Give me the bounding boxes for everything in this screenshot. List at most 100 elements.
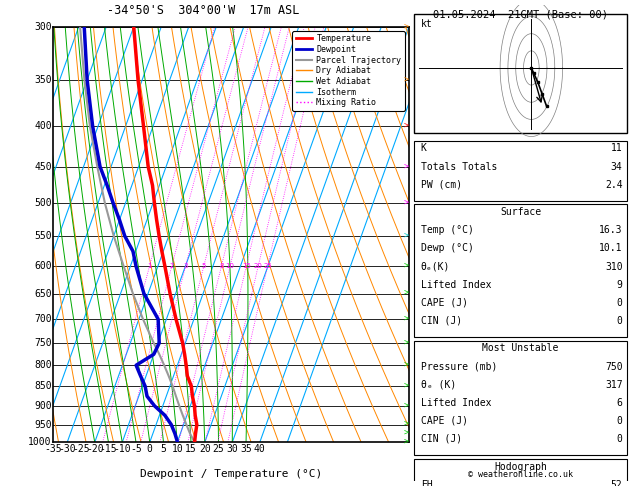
- Text: 30: 30: [226, 444, 238, 454]
- Text: 900: 900: [34, 401, 52, 411]
- Text: >: >: [403, 261, 408, 270]
- Text: 25: 25: [213, 444, 225, 454]
- Text: LCL: LCL: [411, 416, 426, 425]
- Text: Dewpoint / Temperature (°C): Dewpoint / Temperature (°C): [140, 469, 322, 479]
- Text: 34: 34: [611, 161, 623, 172]
- Text: >: >: [403, 420, 408, 429]
- Text: 15: 15: [185, 444, 197, 454]
- Text: -15: -15: [99, 444, 117, 454]
- Text: -4: -4: [411, 261, 423, 271]
- Text: -30: -30: [58, 444, 76, 454]
- Text: 750: 750: [605, 362, 623, 372]
- Text: >: >: [403, 382, 408, 391]
- Text: EH: EH: [421, 480, 432, 486]
- Bar: [414, 341, 627, 455]
- Text: 300: 300: [34, 22, 52, 32]
- Bar: [414, 140, 627, 201]
- Text: 0: 0: [616, 434, 623, 444]
- Text: -35: -35: [45, 444, 62, 454]
- Text: -6: -6: [411, 198, 423, 208]
- Text: CAPE (J): CAPE (J): [421, 298, 468, 308]
- Text: 01.05.2024  21GMT (Base: 00): 01.05.2024 21GMT (Base: 00): [433, 10, 608, 19]
- Text: CAPE (J): CAPE (J): [421, 416, 468, 426]
- Text: 450: 450: [34, 162, 52, 172]
- Text: -1: -1: [411, 419, 423, 430]
- Text: 25: 25: [264, 263, 272, 269]
- Bar: [414, 205, 627, 337]
- Text: 550: 550: [34, 231, 52, 241]
- Text: >: >: [403, 438, 408, 447]
- Text: 35: 35: [240, 444, 252, 454]
- Text: 400: 400: [34, 121, 52, 131]
- Text: 0: 0: [616, 298, 623, 308]
- Text: -7: -7: [411, 162, 423, 172]
- Text: Dewp (°C): Dewp (°C): [421, 243, 474, 254]
- Text: 6: 6: [616, 398, 623, 408]
- Text: -2: -2: [411, 360, 423, 370]
- Text: Pressure (mb): Pressure (mb): [421, 362, 497, 372]
- Text: 20: 20: [199, 444, 211, 454]
- Text: 40: 40: [254, 444, 265, 454]
- Text: -34°50'S  304°00'W  17m ASL: -34°50'S 304°00'W 17m ASL: [107, 4, 299, 17]
- Text: 700: 700: [34, 314, 52, 324]
- Text: kt: kt: [421, 19, 432, 29]
- Text: -3: -3: [411, 314, 423, 324]
- Text: Totals Totals: Totals Totals: [421, 161, 497, 172]
- Text: 310: 310: [605, 261, 623, 272]
- Text: Lifted Index: Lifted Index: [421, 398, 491, 408]
- Text: 20: 20: [253, 263, 263, 269]
- Text: 800: 800: [34, 360, 52, 370]
- Text: 600: 600: [34, 261, 52, 271]
- Text: >: >: [403, 314, 408, 324]
- Text: 1000: 1000: [28, 437, 52, 447]
- Text: θₑ (K): θₑ (K): [421, 380, 456, 390]
- Text: PW (cm): PW (cm): [421, 180, 462, 190]
- Text: 317: 317: [605, 380, 623, 390]
- Text: CIN (J): CIN (J): [421, 316, 462, 326]
- Text: 10: 10: [171, 444, 183, 454]
- Text: >: >: [403, 75, 408, 85]
- Text: >: >: [403, 429, 408, 438]
- Text: -10: -10: [113, 444, 131, 454]
- Text: 3: 3: [184, 263, 188, 269]
- Bar: [414, 15, 627, 134]
- Text: >: >: [403, 289, 408, 298]
- Text: >: >: [403, 361, 408, 370]
- Text: >: >: [403, 401, 408, 410]
- Text: >: >: [403, 338, 408, 347]
- Text: 10.1: 10.1: [599, 243, 623, 254]
- Text: 500: 500: [34, 198, 52, 208]
- Text: 350: 350: [34, 75, 52, 85]
- Text: 16.3: 16.3: [599, 226, 623, 235]
- Text: Surface: Surface: [500, 208, 541, 217]
- Text: 52: 52: [611, 480, 623, 486]
- Text: >: >: [403, 231, 408, 241]
- Text: >: >: [403, 122, 408, 131]
- Text: 11: 11: [611, 143, 623, 154]
- Text: © weatheronline.co.uk: © weatheronline.co.uk: [468, 470, 573, 479]
- Text: -20: -20: [86, 444, 104, 454]
- Text: 0: 0: [616, 416, 623, 426]
- Text: >: >: [403, 22, 408, 31]
- Bar: [414, 459, 627, 486]
- Text: 5: 5: [160, 444, 167, 454]
- Text: Temp (°C): Temp (°C): [421, 226, 474, 235]
- Text: 850: 850: [34, 381, 52, 391]
- Text: 0: 0: [147, 444, 153, 454]
- Text: 8: 8: [219, 263, 224, 269]
- Text: 5: 5: [202, 263, 206, 269]
- Text: 750: 750: [34, 338, 52, 348]
- Text: θₑ(K): θₑ(K): [421, 261, 450, 272]
- Text: 15: 15: [242, 263, 251, 269]
- Text: Lifted Index: Lifted Index: [421, 279, 491, 290]
- Text: 9: 9: [616, 279, 623, 290]
- Text: -8: -8: [411, 121, 423, 131]
- Text: 950: 950: [34, 419, 52, 430]
- Text: 650: 650: [34, 289, 52, 298]
- Text: 2.4: 2.4: [605, 180, 623, 190]
- Text: >: >: [403, 162, 408, 171]
- Text: 10: 10: [226, 263, 235, 269]
- Text: >: >: [403, 199, 408, 208]
- Legend: Temperature, Dewpoint, Parcel Trajectory, Dry Adiabat, Wet Adiabat, Isotherm, Mi: Temperature, Dewpoint, Parcel Trajectory…: [292, 31, 404, 110]
- Text: K: K: [421, 143, 426, 154]
